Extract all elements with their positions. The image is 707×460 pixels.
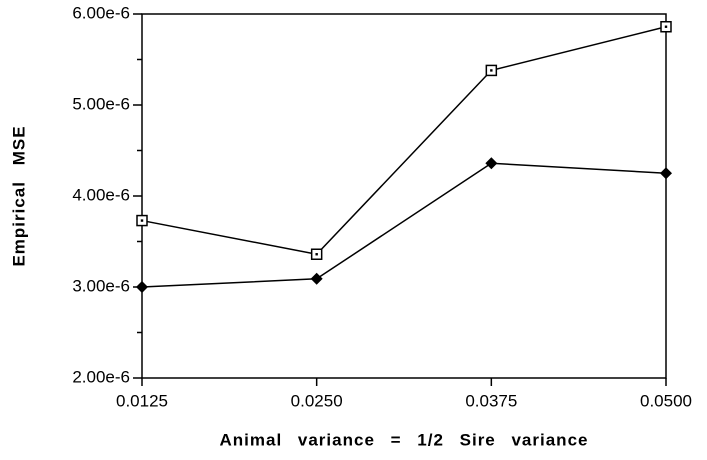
marker	[660, 167, 672, 180]
y-tick-label: 4.00e-6	[72, 185, 130, 204]
marker	[485, 157, 498, 170]
x-tick-label: 0.0250	[291, 391, 343, 410]
y-tick-label: 3.00e-6	[72, 276, 130, 295]
y-axis-label: Empirical MSE	[9, 125, 28, 266]
x-axis-label: Animal variance = 1/2 Sire variance	[220, 430, 589, 449]
marker-dot	[140, 219, 144, 222]
series-line	[141, 26, 667, 256]
marker-dot	[664, 25, 668, 28]
y-tick-label: 6.00e-6	[72, 3, 130, 22]
marker-dot	[315, 253, 318, 256]
y-tick-label: 2.00e-6	[72, 367, 130, 386]
marker-dot	[490, 69, 493, 72]
x-tick-label: 0.0500	[640, 391, 692, 410]
marker	[310, 272, 323, 285]
x-tick-label: 0.0125	[116, 391, 168, 410]
series-line	[141, 162, 667, 288]
y-tick-label: 5.00e-6	[72, 94, 130, 113]
marker	[136, 281, 148, 293]
plot-frame	[141, 13, 667, 379]
x-tick-label: 0.0375	[465, 391, 517, 410]
